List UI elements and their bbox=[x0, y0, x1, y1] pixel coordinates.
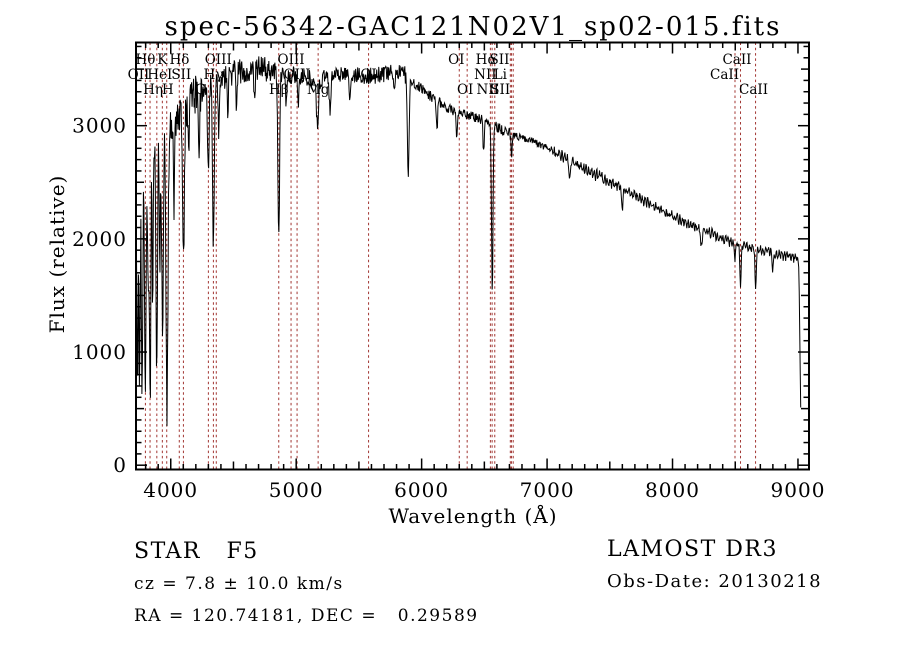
spectral-line-label: NII bbox=[477, 82, 499, 98]
spectral-line-label: G bbox=[195, 82, 206, 98]
ra-dec-label: RA = 120.74181, DEC = 0.29589 bbox=[134, 606, 479, 626]
y-tick-label: 1000 bbox=[72, 340, 127, 364]
spectral-line-label: Hθ bbox=[135, 52, 155, 68]
x-tick-label: 4000 bbox=[143, 478, 198, 502]
spectral-line-label: OI bbox=[457, 82, 473, 98]
x-tick-label: 9000 bbox=[771, 478, 826, 502]
spectral-line-label: OI bbox=[448, 52, 464, 68]
tick-labels: 4000 5000 6000 7000 8000 9000 0 1000 2000 3000 bbox=[72, 114, 826, 502]
spectral-line-label: H bbox=[162, 82, 174, 98]
radial-velocity-label: cz = 7.8 ± 10.0 km/s bbox=[134, 574, 344, 594]
x-axis-label: Wavelength (Å) bbox=[388, 504, 558, 528]
spectral-line-label: SII bbox=[490, 82, 510, 98]
y-tick-label: 3000 bbox=[72, 114, 127, 138]
survey-release-label: LAMOST DR3 bbox=[607, 537, 778, 562]
spectral-line-label: K bbox=[157, 52, 168, 68]
x-tick-label: 6000 bbox=[394, 478, 449, 502]
spectrum-path bbox=[136, 56, 802, 427]
spectral-line-label: SII bbox=[489, 52, 509, 68]
x-tick-label: 7000 bbox=[520, 478, 575, 502]
x-tick-label: 8000 bbox=[645, 478, 700, 502]
y-tick-label: 2000 bbox=[72, 227, 127, 251]
plot-title: spec-56342-GAC121N02V1_sp02-015.fits bbox=[164, 12, 782, 42]
obs-date-label: Obs-Date: 20130218 bbox=[607, 571, 823, 592]
axis-ticks bbox=[136, 42, 809, 470]
spectral-line-label: Mg bbox=[307, 82, 330, 98]
spectral-line-label: Hη bbox=[143, 82, 163, 98]
x-tick-label: 5000 bbox=[269, 478, 324, 502]
spectral-line-label: Hα bbox=[476, 52, 497, 68]
classification-label: STAR F5 bbox=[134, 539, 259, 564]
spectral-line-label: OII bbox=[128, 67, 150, 83]
spectral-line-label: CaII bbox=[739, 82, 768, 98]
spectral-line-label: NII bbox=[474, 67, 496, 83]
spectral-line-label: Hδ bbox=[169, 52, 189, 68]
spectral-line-label: HeI bbox=[147, 67, 172, 83]
spectral-line-label: Hγ bbox=[203, 67, 223, 83]
spectral-line-label: OIII bbox=[205, 52, 232, 68]
y-axis-label: Flux (relative) bbox=[45, 174, 69, 334]
spectral-line-label: Li bbox=[494, 67, 508, 83]
spectral-line-label: Hβ bbox=[269, 82, 289, 98]
spectral-line-label: CaII bbox=[722, 52, 751, 68]
spectral-line-label: SII bbox=[171, 67, 191, 83]
y-tick-label: 0 bbox=[113, 453, 127, 477]
spectral-line-label: CaII bbox=[710, 67, 739, 83]
spectral-line-label: OIII bbox=[278, 52, 305, 68]
